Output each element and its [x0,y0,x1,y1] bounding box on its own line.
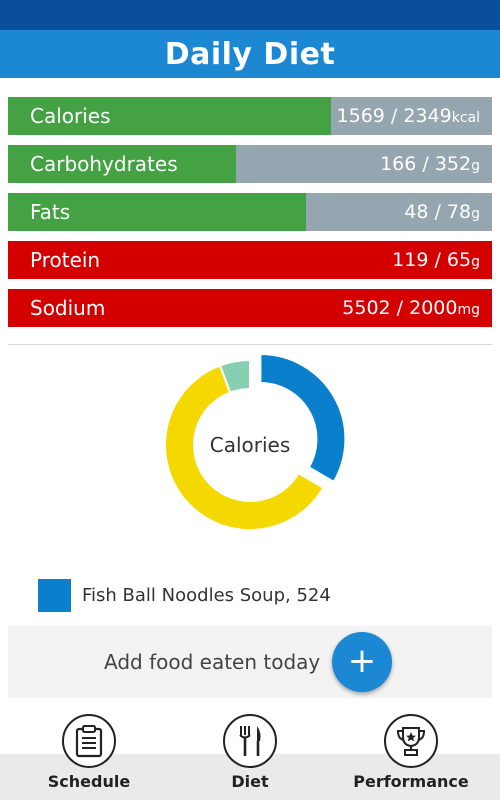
add-food-row[interactable]: Add food eaten today + [8,626,492,698]
unit-label: mg [457,302,480,318]
consumed-value: 48 [404,201,429,223]
value-separator: / [428,249,447,271]
progress-fill [8,289,492,327]
donut-segment-1[interactable] [164,364,325,531]
unit-label: g [471,206,480,222]
nutrient-label: Fats [30,200,71,224]
target-value: 2349 [403,105,452,127]
nutrient-bar-sodium[interactable]: Sodium 5502 / 2000mg [8,289,492,327]
fork-knife-icon [223,714,277,768]
consumed-value: 1569 [336,105,385,127]
page-title: Daily Diet [164,36,336,72]
nav-item-performance[interactable]: Performance [331,712,491,800]
consumed-value: 119 [392,249,429,271]
nutrient-bar-fats[interactable]: Fats 48 / 78g [8,193,492,231]
clipboard-icon [62,714,116,768]
donut-segment-0[interactable] [259,353,347,484]
nutrient-value: 5502 / 2000mg [342,289,480,327]
nutrient-label: Sodium [30,296,106,320]
consumed-value: 166 [380,153,417,175]
value-separator: / [428,201,447,223]
status-bar [0,0,500,30]
add-food-button[interactable]: + [332,632,392,692]
nav-label: Performance [353,772,469,791]
legend-text: Fish Ball Noodles Soup, 524 [82,584,331,606]
value-separator: / [390,297,410,319]
progress-fill [8,241,492,279]
donut-segment-2[interactable] [218,358,251,394]
nutrient-value: 166 / 352g [380,145,480,183]
nutrient-bar-carbohydrates[interactable]: Carbohydrates 166 / 352g [8,145,492,183]
progress-fill [8,193,306,231]
section-divider [8,344,492,345]
consumed-value: 5502 [342,297,391,319]
bottom-nav: Schedule Diet [0,712,500,800]
chart-legend: Fish Ball Noodles Soup, 524 [38,578,331,612]
app-bar: Daily Diet [0,30,500,78]
nav-label: Diet [231,772,269,791]
nutrient-bars: Calories 1569 / 2349kcal Carbohydrates 1… [8,97,492,337]
trophy-icon [384,714,438,768]
target-value: 2000 [409,297,458,319]
progress-fill [8,97,332,135]
add-food-label: Add food eaten today [104,650,321,674]
value-separator: / [416,153,435,175]
legend-swatch [38,578,71,612]
unit-label: kcal [451,110,480,126]
nutrient-bar-calories[interactable]: Calories 1569 / 2349kcal [8,97,492,135]
nav-item-schedule[interactable]: Schedule [9,712,169,800]
target-value: 78 [446,201,472,223]
nutrient-value: 48 / 78g [404,193,480,231]
nutrient-label: Calories [30,104,111,128]
donut-center-label: Calories [209,433,291,457]
donut-svg [164,353,347,531]
target-value: 65 [446,249,472,271]
nutrient-label: Carbohydrates [30,152,178,176]
nav-item-diet[interactable]: Diet [170,712,330,800]
nutrient-value: 1569 / 2349kcal [337,97,480,135]
calories-donut-chart[interactable]: Calories [150,345,350,545]
unit-label: g [471,158,480,174]
nutrient-value: 119 / 65g [392,241,480,279]
progress-fill [8,145,237,183]
target-value: 352 [434,153,472,175]
unit-label: g [471,254,480,270]
nutrient-bar-protein[interactable]: Protein 119 / 65g [8,241,492,279]
nav-label: Schedule [47,772,131,791]
nutrient-label: Protein [30,248,101,272]
plus-icon: + [347,641,377,681]
value-separator: / [384,105,404,127]
